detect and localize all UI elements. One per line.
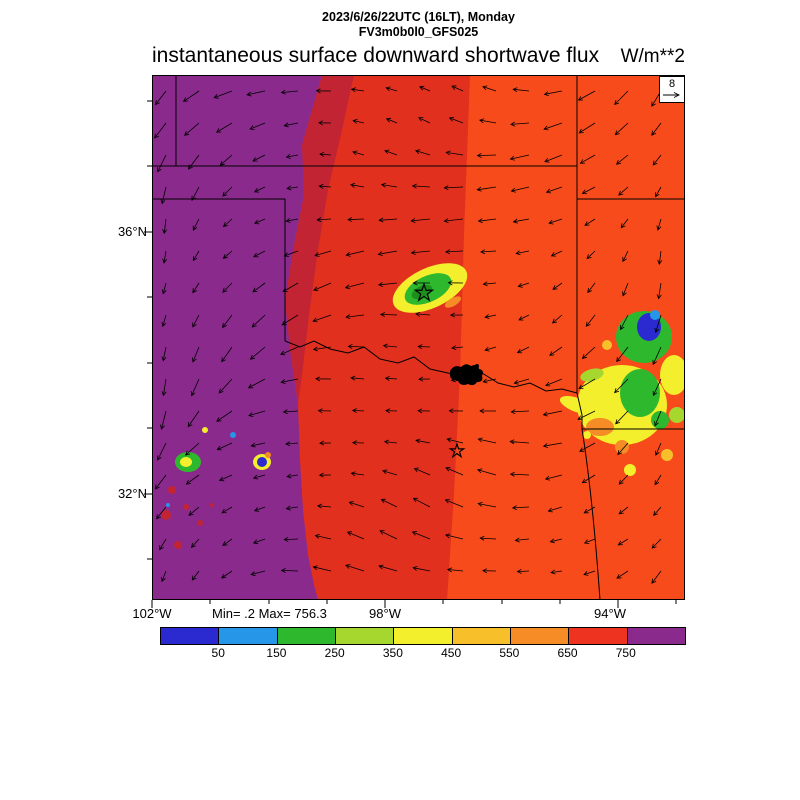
cloud-core-green: [620, 369, 660, 417]
colorbar-tick-labels: 50 150 250 350 450 550 650 750: [160, 646, 684, 660]
reference-vector-box: 8: [659, 76, 685, 103]
speckle: [183, 504, 189, 510]
cloud-streak: [559, 395, 595, 415]
cloud-dot-orange: [586, 418, 614, 436]
colorbar-segment: [452, 628, 510, 644]
cloud-dot-orange: [265, 452, 271, 458]
lon-axis-ticks: [151, 600, 677, 608]
speckle: [174, 541, 182, 549]
cloud-dot-cyan: [650, 310, 660, 320]
lon-label-98w: 98°W: [369, 606, 401, 621]
valid-time-title: 2023/6/26/22UTC (16LT), Monday: [322, 10, 515, 24]
units-label: W/m**2: [620, 46, 685, 67]
colorbar-segment: [335, 628, 394, 644]
colorbar-segment: [277, 628, 335, 644]
colorbar-tick-label: 750: [615, 646, 636, 660]
colorbar-tick-label: 350: [382, 646, 403, 660]
map-frame: [152, 75, 685, 600]
cloud-dot-blue: [257, 457, 267, 467]
colorbar-segment: [219, 628, 277, 644]
cloud-dot-yellow: [624, 464, 636, 476]
speckle: [210, 503, 214, 507]
colorbar-segment: [627, 628, 685, 644]
border-red-river: [284, 340, 578, 394]
colorbar-segment: [161, 628, 219, 644]
border-oklahoma-arkansas: [576, 75, 583, 429]
cloud-mass-yellow: [660, 355, 685, 395]
speckle: [197, 520, 203, 526]
reference-vector-arrow-icon: [663, 92, 681, 98]
flux-region-crimson-band: [285, 75, 354, 405]
colorbar-tick-label: 250: [324, 646, 345, 660]
reference-vector-value: 8: [668, 78, 676, 90]
lat-axis-ticks: [144, 100, 152, 560]
border-texas-louisiana: [581, 428, 601, 600]
cloud-dot-yellow: [202, 427, 208, 433]
lon-label-94w: 94°W: [594, 606, 626, 621]
lon-label-102w: 102°W: [132, 606, 172, 621]
lat-label-32n: 32°N: [117, 486, 147, 501]
lake-dot: [475, 364, 479, 368]
field-title: instantaneous surface downward shortwave…: [152, 44, 600, 67]
colorbar-tick-label: 450: [441, 646, 462, 660]
cloud-oval-central-ok: [392, 263, 468, 313]
cloud-fringe-orange: [444, 296, 462, 308]
city-star-dfw: [448, 442, 466, 459]
cloud-streak: [580, 368, 604, 382]
model-title: FV3m0b0l0_GFS025: [358, 25, 479, 39]
colorbar-segment: [510, 628, 569, 644]
colorbar-segment: [394, 628, 452, 644]
colorbar-segment: [569, 628, 627, 644]
state-borders: [152, 75, 685, 600]
cloud-dot-yellow: [583, 431, 591, 439]
city-star-okc: [413, 282, 435, 302]
cloud-dot-orange: [615, 440, 629, 454]
cloud-blob-yellow-core: [180, 457, 192, 467]
colorbar-tick-label: 550: [499, 646, 520, 660]
minmax-label: Min= .2 Max= 756.3: [212, 606, 327, 621]
speckle: [161, 510, 171, 520]
colorbar-tick-label: 50: [211, 646, 225, 660]
colorbar-tick-label: 650: [557, 646, 578, 660]
colorbar: [160, 627, 686, 645]
wind-vector-field: [154, 85, 663, 584]
speckle: [168, 486, 176, 494]
cloud-cells-west: [161, 427, 271, 549]
colorbar-tick-label: 150: [266, 646, 287, 660]
cloud-dot-cyan: [230, 432, 236, 438]
border-texas-panhandle: [152, 198, 286, 341]
cloud-dot-orange: [602, 340, 612, 350]
lat-label-36n: 36°N: [117, 224, 147, 239]
map-canvas: [144, 75, 685, 608]
cloud-dot-green: [669, 407, 685, 423]
cloud-dot-cyan: [166, 503, 170, 507]
cloud-dot-orange: [661, 449, 673, 461]
